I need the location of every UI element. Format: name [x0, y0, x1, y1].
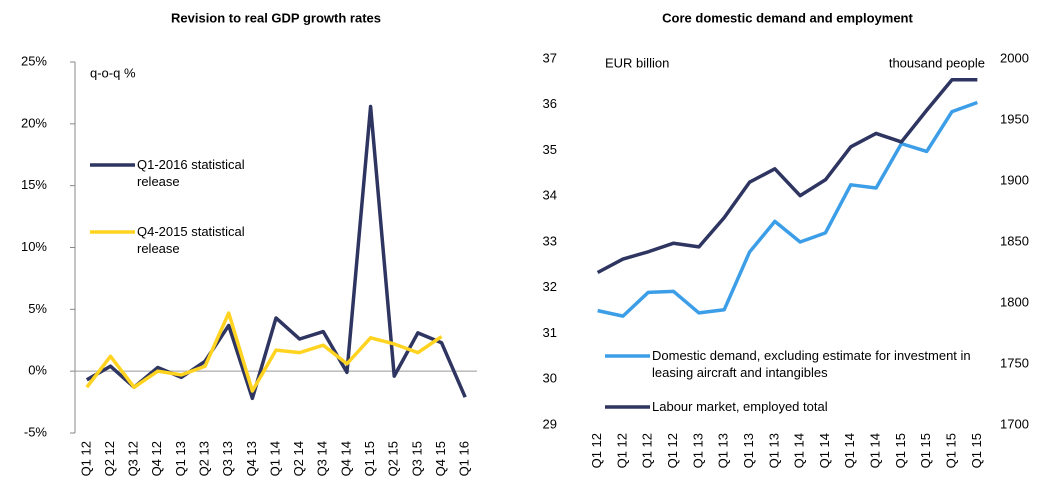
x-tick-label: Q1 15	[362, 441, 377, 476]
x-tick-label: Q1 15	[969, 433, 984, 468]
x-tick-label: Q1 13	[716, 433, 731, 468]
x-tick-label: Q1 16	[457, 441, 472, 476]
x-tick-label: Q1 15	[918, 433, 933, 468]
y-tick-label: 30	[543, 371, 557, 386]
y-tick-label: 5%	[28, 301, 47, 316]
y-tick-label: 34	[543, 188, 557, 203]
y-tick-label: 36	[543, 96, 557, 111]
y-tick-label: 31	[543, 325, 557, 340]
y-tick-label: 33	[543, 233, 557, 248]
y-tick-label: 37	[543, 50, 557, 65]
x-tick-label: Q1 12	[614, 433, 629, 468]
x-tick-label: Q4 15	[433, 441, 448, 476]
x-tick-label: Q2 14	[291, 441, 306, 476]
x-tick-label: Q3 13	[220, 441, 235, 476]
x-tick-label: Q4 12	[149, 441, 164, 476]
y-tick-label: 35	[543, 142, 557, 157]
x-tick-label: Q1 15	[893, 433, 908, 468]
y-tick-label: 0%	[28, 363, 47, 378]
x-tick-label: Q1 12	[78, 441, 93, 476]
y2-tick-label: 1950	[1000, 111, 1029, 126]
y-tick-label: -5%	[24, 424, 48, 439]
y-axis-label: EUR billion	[605, 55, 669, 70]
y2-tick-label: 1750	[1000, 355, 1029, 370]
x-tick-label: Q1 14	[267, 441, 282, 476]
series-line	[85, 104, 467, 401]
x-tick-label: Q1 14	[792, 433, 807, 468]
legend-label: Q4-2015 statistical release	[137, 224, 245, 256]
y-tick-label: 29	[543, 416, 557, 431]
x-tick-label: Q3 15	[409, 441, 424, 476]
x-tick-label: Q3 14	[315, 441, 330, 476]
y2-tick-label: 1700	[1000, 416, 1029, 431]
x-tick-label: Q1 13	[173, 441, 188, 476]
series-line	[596, 77, 978, 275]
x-tick-label: Q4 13	[244, 441, 259, 476]
y-tick-label: 25%	[21, 53, 47, 68]
x-tick-label: Q1 13	[766, 433, 781, 468]
y2-tick-label: 1850	[1000, 233, 1029, 248]
x-tick-label: Q1 13	[741, 433, 756, 468]
x-tick-label: Q1 14	[868, 433, 883, 468]
y-tick-label: 15%	[21, 177, 47, 192]
x-tick-label: Q2 12	[102, 441, 117, 476]
y2-tick-label: 1800	[1000, 294, 1029, 309]
x-tick-label: Q1 13	[690, 433, 705, 468]
x-tick-label: Q4 14	[338, 441, 353, 476]
legend-label: Labour market, employed total	[652, 399, 828, 414]
y-tick-label: 20%	[21, 115, 47, 130]
x-tick-label: Q1 14	[842, 433, 857, 468]
x-tick-label: Q1 12	[640, 433, 655, 468]
chart-title: Revision to real GDP growth rates	[171, 10, 381, 25]
x-tick-label: Q1 15	[943, 433, 958, 468]
y-tick-label: 10%	[21, 239, 47, 254]
series-line	[597, 100, 978, 318]
legend-label: Domestic demand, excluding estimate for …	[652, 348, 971, 380]
y-tick-label: 32	[543, 279, 557, 294]
x-tick-label: Q1 14	[817, 433, 832, 468]
series-line	[85, 311, 443, 393]
y2-tick-label: 1900	[1000, 172, 1029, 187]
x-tick-label: Q1 12	[589, 433, 604, 468]
y2-tick-label: 2000	[1000, 50, 1029, 65]
y2-axis-label: thousand people	[889, 55, 985, 70]
x-tick-label: Q1 12	[665, 433, 680, 468]
chart-title: Core domestic demand and employment	[662, 10, 913, 25]
x-tick-label: Q2 13	[196, 441, 211, 476]
x-tick-label: Q3 12	[126, 441, 141, 476]
legend-label: Q1-2016 statistical release	[137, 157, 245, 189]
x-tick-label: Q2 15	[386, 441, 401, 476]
y-axis-label: q-o-q %	[90, 65, 136, 80]
